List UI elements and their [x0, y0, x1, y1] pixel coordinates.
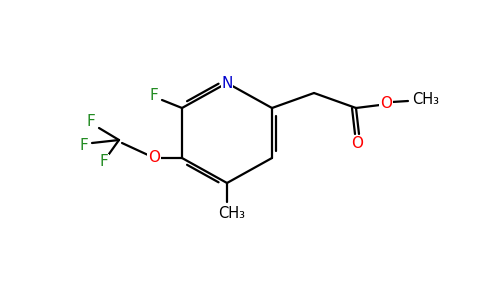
- Text: O: O: [351, 136, 363, 151]
- Text: F: F: [150, 88, 158, 104]
- Text: O: O: [380, 95, 392, 110]
- Text: CH₃: CH₃: [412, 92, 439, 106]
- Text: F: F: [100, 154, 108, 169]
- Text: N: N: [221, 76, 233, 91]
- Text: F: F: [87, 115, 95, 130]
- Text: O: O: [148, 151, 160, 166]
- Text: F: F: [80, 137, 89, 152]
- Text: CH₃: CH₃: [218, 206, 245, 220]
